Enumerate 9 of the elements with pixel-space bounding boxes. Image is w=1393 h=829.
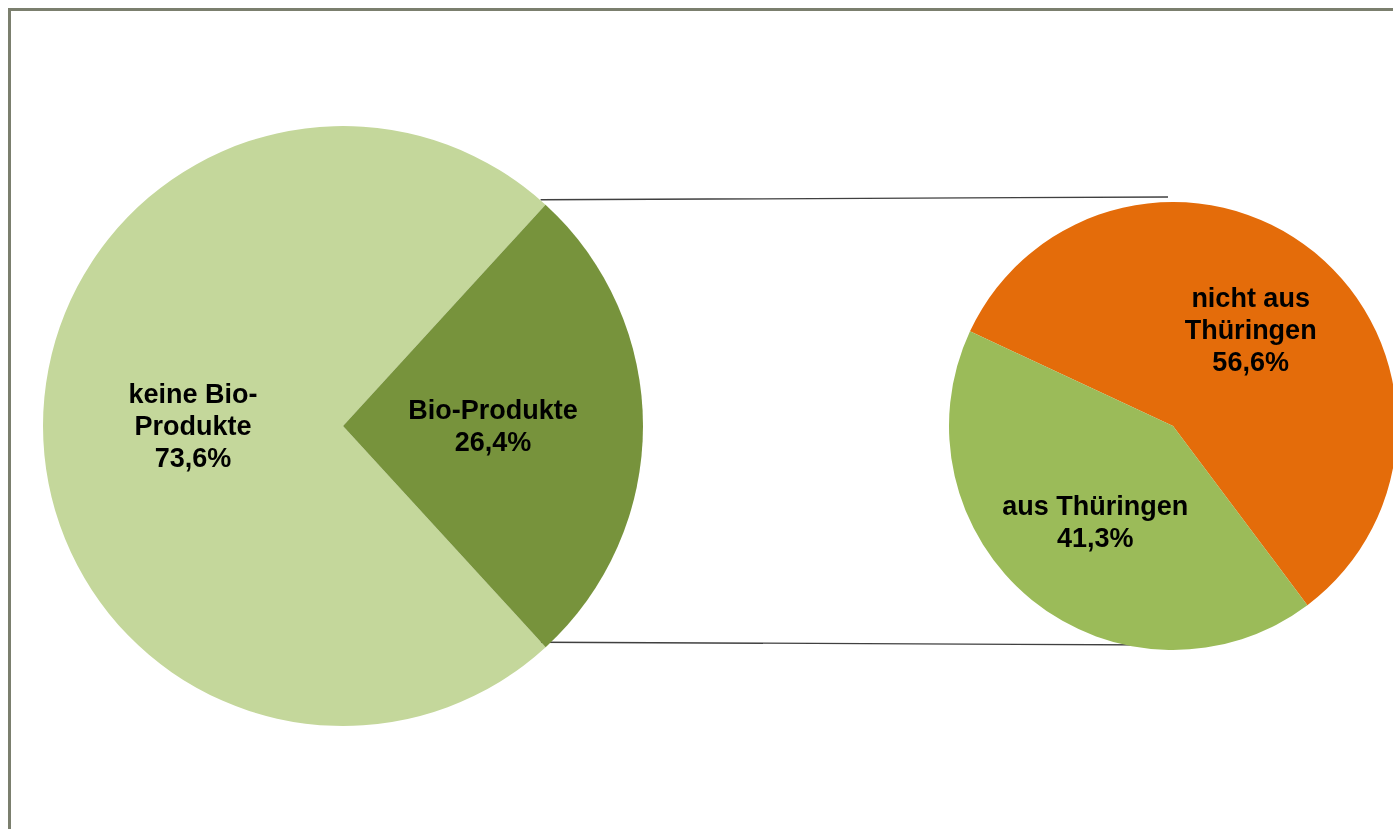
slice-label: aus Thüringen — [1002, 490, 1189, 521]
slice-label: nicht aus Thüringen — [1184, 283, 1317, 346]
slice-label: keine Bio-Produkte — [128, 379, 258, 442]
data-label: 41,3% — [1057, 522, 1134, 553]
slice-label: Bio-Produkte — [408, 394, 578, 425]
pie-slice — [343, 204, 643, 648]
data-label: 56,6% — [1212, 347, 1289, 378]
data-label: 73,6% — [154, 443, 232, 474]
data-label: 26,4% — [454, 426, 532, 457]
